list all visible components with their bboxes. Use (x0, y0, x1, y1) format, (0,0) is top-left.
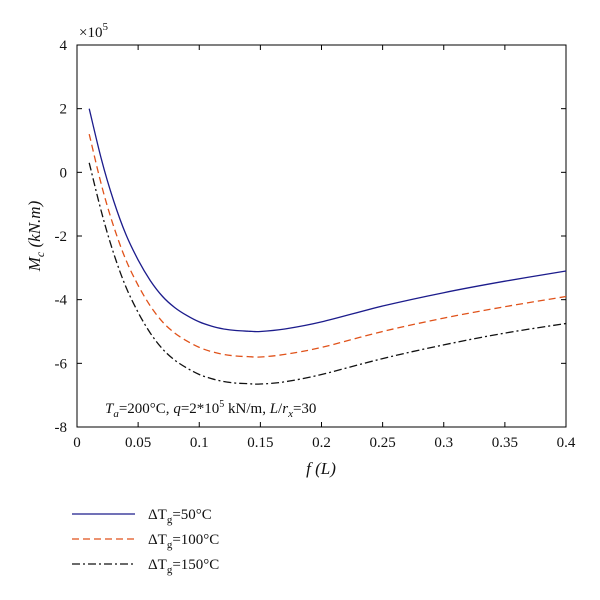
x-axis-label: f (L) (306, 459, 336, 478)
x-tick-label: 0.4 (557, 435, 576, 451)
series-line-1 (89, 109, 566, 332)
series-line-3 (89, 163, 566, 384)
x-tick-label: 0.35 (492, 435, 518, 451)
y-tick-label: -8 (55, 420, 68, 436)
y-multiplier-label: ×105 (79, 21, 108, 41)
x-tick-label: 0 (73, 435, 81, 451)
y-tick-label: 0 (60, 165, 68, 181)
chart-annotation: Ta=200°C, q=2*105 kN/m, L/rx=30 (105, 399, 316, 420)
plot-frame (77, 45, 566, 427)
y-tick-label: 2 (60, 102, 68, 118)
y-tick-label: 4 (60, 38, 68, 54)
x-tick-label: 0.1 (190, 435, 209, 451)
x-tick-label: 0.05 (125, 435, 151, 451)
y-tick-label: -4 (55, 293, 68, 309)
legend-label-1: ΔTg=50°C (148, 507, 212, 526)
y-axis-label: Mc (kN.m) (25, 200, 47, 272)
y-tick-label: -6 (55, 356, 68, 372)
x-tick-label: 0.15 (247, 435, 273, 451)
series-line-2 (89, 134, 566, 357)
legend-label-3: ΔTg=150°C (148, 557, 219, 576)
legend-label-2: ΔTg=100°C (148, 532, 219, 551)
x-tick-label: 0.25 (370, 435, 396, 451)
legend: ΔTg=50°C ΔTg=100°C ΔTg=150°C (72, 507, 219, 576)
y-tick-label: -2 (55, 229, 68, 245)
x-tick-label: 0.2 (312, 435, 331, 451)
x-axis: 0 0.05 0.1 0.15 0.2 0.25 0.3 0.35 0.4 (73, 45, 576, 451)
y-axis: 4 2 0 -2 -4 -6 -8 (55, 38, 567, 436)
series-group (89, 109, 566, 384)
x-tick-label: 0.3 (434, 435, 453, 451)
